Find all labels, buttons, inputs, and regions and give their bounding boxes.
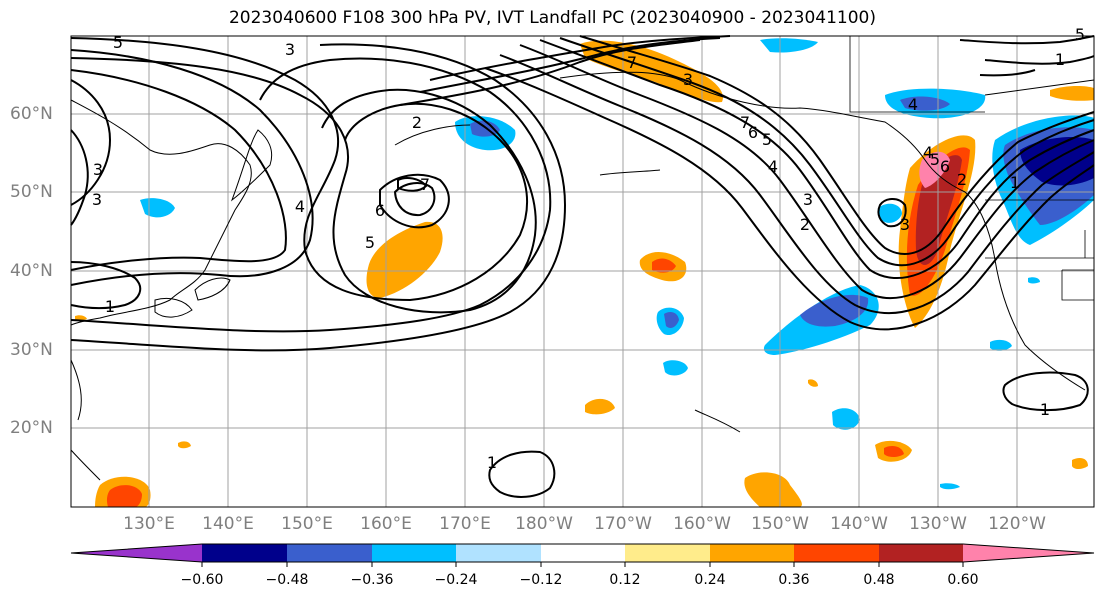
contour-label: 6 <box>375 201 385 220</box>
lon-label-130w: 130°W <box>909 514 967 534</box>
colorbar-segment <box>625 544 710 562</box>
coastlines <box>70 71 1095 481</box>
shade-positive-region <box>919 151 950 188</box>
contour-label: 3 <box>285 40 295 59</box>
lon-label-160e: 160°E <box>360 514 412 534</box>
colorbar <box>70 543 1095 567</box>
colorbar-tick-label: 0.12 <box>609 572 641 588</box>
borders <box>849 36 1094 301</box>
shade-positive-region <box>808 379 818 387</box>
colorbar-tick-label: −0.12 <box>519 572 563 588</box>
colorbar-segment <box>794 544 879 562</box>
contour-label: 1 <box>1010 173 1020 192</box>
contour-label: 1 <box>105 297 115 316</box>
colorbar-segment <box>202 544 287 562</box>
shade-positive-region <box>585 398 615 415</box>
colorbar-segment <box>879 544 963 562</box>
lon-label-120w: 120°W <box>988 514 1046 534</box>
contour-label: 3 <box>900 215 910 234</box>
contour-label: 1 <box>1055 50 1065 69</box>
lat-label-40n: 40°N <box>10 261 53 281</box>
lon-label-140w: 140°W <box>830 514 888 534</box>
shade-positive-region <box>1050 85 1094 101</box>
contour-label: 5 <box>762 130 772 149</box>
shade-positive-region <box>366 221 443 298</box>
colorbar-segment <box>710 544 794 562</box>
colorbar-segment <box>456 544 541 562</box>
shade-negative-region <box>990 339 1012 351</box>
colorbar-tick-label: −0.36 <box>350 572 394 588</box>
colorbar-segment <box>541 544 625 562</box>
contour-label: 1 <box>487 453 497 472</box>
lat-label-60n: 60°N <box>10 104 53 124</box>
lon-label-150e: 150°E <box>281 514 333 534</box>
contour-label: 2 <box>957 170 967 189</box>
contour-label: 3 <box>93 160 103 179</box>
lon-label-150w: 150°W <box>751 514 809 534</box>
contour-label: 6 <box>940 157 950 176</box>
shade-negative-region <box>140 198 175 218</box>
pv-contours <box>70 35 1095 498</box>
contour-label: 3 <box>92 190 102 209</box>
shade-negative-region <box>832 408 860 430</box>
colorbar-tick-label: 0.48 <box>863 572 895 588</box>
colorbar-tick-label: −0.24 <box>434 572 478 588</box>
shade-negative-region <box>663 360 688 376</box>
contour-label: 5 <box>930 150 940 169</box>
contour-label: 3 <box>683 70 693 89</box>
colorbar-tick-label: −0.48 <box>265 572 309 588</box>
shade-positive-region <box>75 315 87 321</box>
contour-label: 4 <box>908 95 918 114</box>
shade-positive-region <box>884 446 904 457</box>
contour-label: 2 <box>800 215 810 234</box>
colorbar-tick-label: 0.60 <box>947 572 979 588</box>
shade-positive-region <box>744 472 802 507</box>
lon-label-170w: 170°W <box>594 514 652 534</box>
contour-label: 1 <box>1040 400 1050 419</box>
contour-label: 6 <box>748 123 758 142</box>
contour-labels: 5 3 3 4 5 6 7 2 3 1 1 2 3 4 5 6 7 7 6 5 … <box>92 25 1085 472</box>
colorbar-segment <box>287 544 372 562</box>
shade-negative-region <box>1028 277 1040 284</box>
contour-label: 7 <box>740 113 750 132</box>
lat-label-20n: 20°N <box>10 418 53 438</box>
shade-positive-region <box>1072 458 1088 469</box>
contour-label: 5 <box>1075 25 1085 44</box>
shade-positive-region <box>106 485 142 507</box>
shade-negative-region <box>940 483 960 490</box>
colorbar-segment <box>372 544 456 562</box>
colorbar-tick-label: 0.24 <box>694 572 726 588</box>
lat-label-30n: 30°N <box>10 340 53 360</box>
map-frame <box>70 35 1095 508</box>
contour-label: 7 <box>420 175 430 194</box>
contour-label: 5 <box>365 233 375 252</box>
colorbar-segment <box>71 544 202 562</box>
lon-label-170e: 170°E <box>439 514 491 534</box>
lon-label-130e: 130°E <box>123 514 175 534</box>
chart-title: 2023040600 F108 300 hPa PV, IVT Landfall… <box>228 8 876 28</box>
lon-label-180w: 180°W <box>515 514 573 534</box>
colorbar-tick-label: −0.60 <box>180 572 224 588</box>
shade-negative-region <box>664 312 679 328</box>
lon-label-140e: 140°E <box>202 514 254 534</box>
shade-negative-region <box>760 38 818 53</box>
contour-label: 4 <box>923 143 933 162</box>
shade-negative-region <box>878 203 902 223</box>
shade-positive-region <box>652 258 676 273</box>
colorbar-tick-label: 0.36 <box>778 572 810 588</box>
colorbar-segment <box>963 544 1094 562</box>
lon-label-160w: 160°W <box>673 514 731 534</box>
contour-label: 2 <box>412 113 422 132</box>
contour-label: 3 <box>803 190 813 209</box>
contour-label: 4 <box>295 197 305 216</box>
contour-label: 4 <box>768 157 778 176</box>
contour-label: 5 <box>113 33 123 52</box>
lat-label-50n: 50°N <box>10 182 53 202</box>
shade-positive-region <box>178 441 191 449</box>
contour-label: 7 <box>627 53 637 72</box>
